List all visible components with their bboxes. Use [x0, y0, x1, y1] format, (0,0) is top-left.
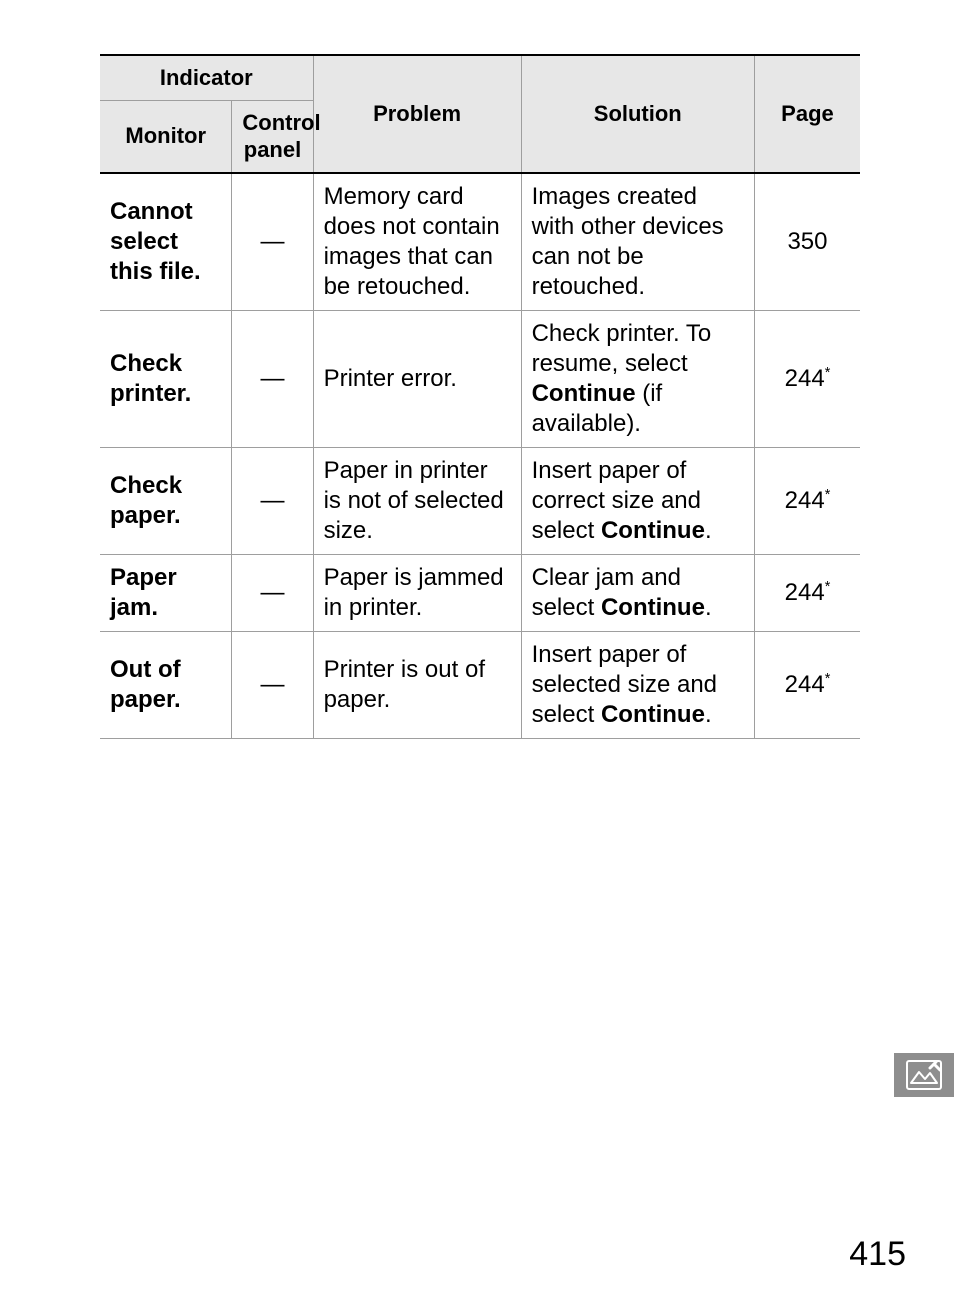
control-panel-cell: —: [232, 173, 313, 311]
table-row: Paper jam.—Paper is jammed in printer.Cl…: [100, 554, 860, 631]
monitor-cell: Check paper.: [100, 447, 232, 554]
solution-cell: Images created with other devices can no…: [521, 173, 754, 311]
monitor-cell: Out of paper.: [100, 631, 232, 738]
page-ref-cell: 244*: [754, 631, 860, 738]
header-indicator: Indicator: [100, 55, 313, 100]
control-panel-cell: —: [232, 631, 313, 738]
solution-cell: Clear jam and select Continue.: [521, 554, 754, 631]
header-monitor: Monitor: [100, 100, 232, 173]
page-number: 415: [849, 1235, 906, 1274]
table-row: Out of paper.—Printer is out of paper.In…: [100, 631, 860, 738]
page-ref-cell: 244*: [754, 447, 860, 554]
table-row: Cannot select this file.—Memory card doe…: [100, 173, 860, 311]
header-control-panel: Control panel: [232, 100, 313, 173]
table-row: Check printer.—Printer error.Check print…: [100, 310, 860, 447]
monitor-cell: Paper jam.: [100, 554, 232, 631]
problem-cell: Paper is jammed in printer.: [313, 554, 521, 631]
table-row: Check paper.—Paper in printer is not of …: [100, 447, 860, 554]
retouch-icon: [906, 1060, 942, 1090]
control-panel-cell: —: [232, 447, 313, 554]
monitor-cell: Check printer.: [100, 310, 232, 447]
solution-cell: Check printer. To resume, select Continu…: [521, 310, 754, 447]
table-body: Cannot select this file.—Memory card doe…: [100, 173, 860, 739]
page-ref-cell: 350: [754, 173, 860, 311]
page-ref-cell: 244*: [754, 554, 860, 631]
control-panel-cell: —: [232, 310, 313, 447]
solution-cell: Insert paper of correct size and select …: [521, 447, 754, 554]
problem-cell: Paper in printer is not of selected size…: [313, 447, 521, 554]
problem-cell: Memory card does not contain images that…: [313, 173, 521, 311]
problem-cell: Printer is out of paper.: [313, 631, 521, 738]
manual-page: Indicator Problem Solution Page Monitor …: [0, 0, 954, 1314]
control-panel-cell: —: [232, 554, 313, 631]
page-ref-cell: 244*: [754, 310, 860, 447]
troubleshooting-table: Indicator Problem Solution Page Monitor …: [100, 54, 860, 739]
header-page: Page: [754, 55, 860, 173]
header-solution: Solution: [521, 55, 754, 173]
header-problem: Problem: [313, 55, 521, 173]
section-tab: [894, 1053, 954, 1097]
solution-cell: Insert paper of selected size and select…: [521, 631, 754, 738]
monitor-cell: Cannot select this file.: [100, 173, 232, 311]
problem-cell: Printer error.: [313, 310, 521, 447]
